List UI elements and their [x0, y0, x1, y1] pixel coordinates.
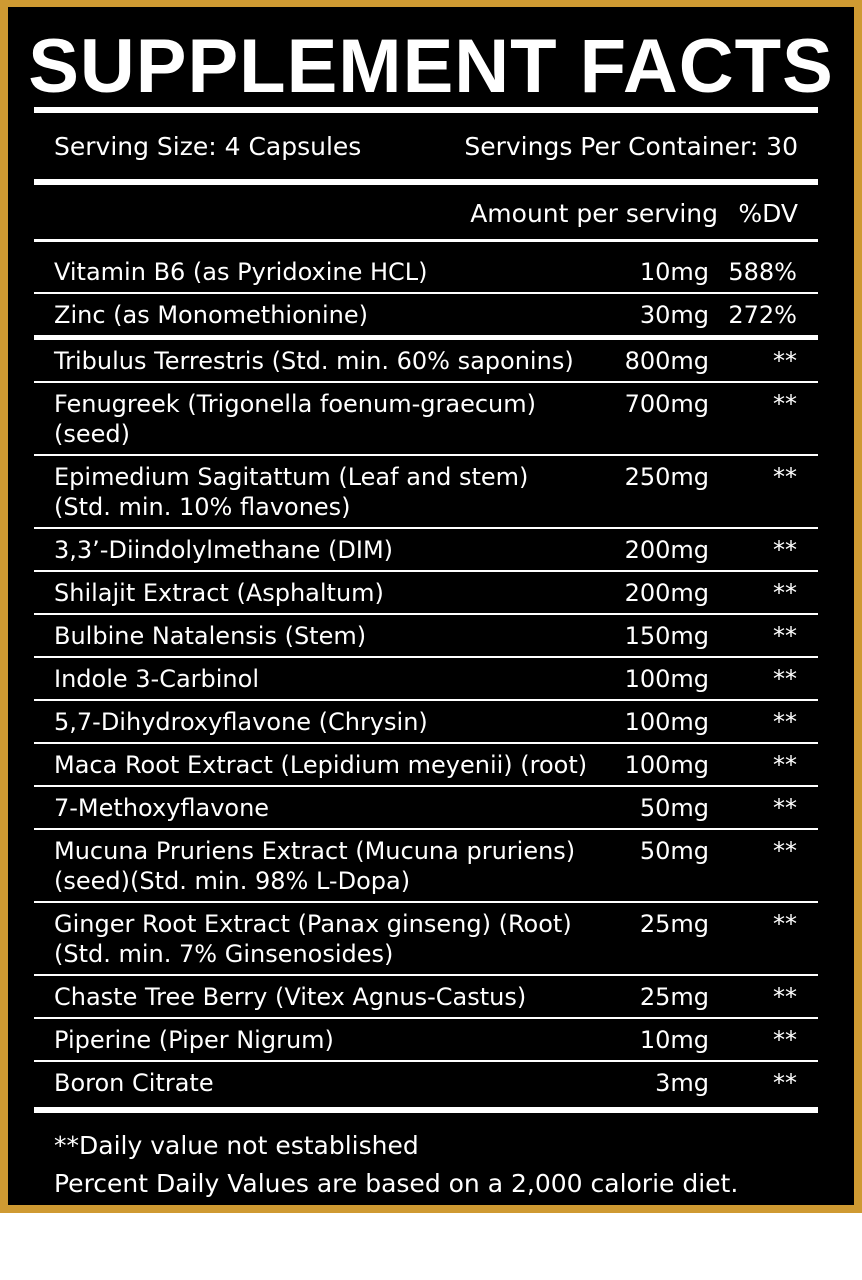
ingredient-dv: ** [773, 536, 797, 564]
ingredient-name: Vitamin B6 (as Pyridoxine HCL) [54, 258, 428, 286]
ingredient-name: Indole 3-Carbinol [54, 665, 259, 693]
ingredient-name: Shilajit Extract (Asphaltum) [54, 579, 384, 607]
footnote-dv: **Daily value not established [54, 1131, 419, 1160]
ingredient-amount: 50mg [639, 837, 709, 865]
ingredient-name: Epimedium Sagitattum (Leaf and stem) (St… [54, 463, 529, 521]
footnotes: **Daily value not established Percent Da… [54, 1127, 738, 1203]
ingredient-row: 5,7-Dihydroxyflavone (Chrysin) 100mg ** [34, 701, 818, 744]
ingredient-dv: 272% [728, 301, 797, 329]
ingredient-name: 5,7-Dihydroxyflavone (Chrysin) [54, 708, 428, 736]
ingredient-amount: 800mg [624, 347, 709, 375]
ingredient-amount: 25mg [639, 983, 709, 1011]
divider [34, 179, 818, 185]
ingredient-row: 7-Methoxyflavone 50mg ** [34, 787, 818, 830]
ingredient-amount: 25mg [639, 910, 709, 938]
ingredient-row: Maca Root Extract (Lepidium meyenii) (ro… [34, 744, 818, 787]
label-title: SUPPLEMENT FACTS [28, 24, 834, 109]
ingredient-name: Bulbine Natalensis (Stem) [54, 622, 367, 650]
ingredient-row: Ginger Root Extract (Panax ginseng) (Roo… [34, 903, 818, 976]
ingredient-dv: 588% [728, 258, 797, 286]
ingredient-amount: 250mg [624, 463, 709, 491]
ingredient-dv: ** [773, 622, 797, 650]
ingredient-amount: 100mg [624, 751, 709, 779]
ingredient-dv: ** [773, 910, 797, 938]
ingredient-amount: 10mg [639, 258, 709, 286]
ingredient-name: Fenugreek (Trigonella foenum-graecum) (s… [54, 390, 536, 448]
divider [34, 239, 818, 242]
ingredient-amount: 100mg [624, 665, 709, 693]
ingredient-row: Tribulus Terrestris (Std. min. 60% sapon… [34, 340, 818, 383]
ingredient-name: 7-Methoxyflavone [54, 794, 270, 822]
ingredient-dv: ** [773, 837, 797, 865]
ingredient-row: Shilajit Extract (Asphaltum) 200mg ** [34, 572, 818, 615]
label-panel: SUPPLEMENT FACTS Serving Size: 4 Capsule… [8, 7, 854, 1205]
ingredient-name: Tribulus Terrestris (Std. min. 60% sapon… [54, 347, 574, 375]
ingredient-dv: ** [773, 665, 797, 693]
ingredient-dv: ** [773, 390, 797, 418]
dv-header: %DV [738, 199, 798, 228]
ingredient-row: Piperine (Piper Nigrum) 10mg ** [34, 1019, 818, 1062]
ingredient-row: Indole 3-Carbinol 100mg ** [34, 658, 818, 701]
ingredient-amount: 100mg [624, 708, 709, 736]
serving-size: Serving Size: 4 Capsules [54, 132, 362, 161]
supplement-facts-label: SUPPLEMENT FACTS Serving Size: 4 Capsule… [0, 0, 862, 1213]
ingredient-amount: 10mg [639, 1026, 709, 1054]
ingredient-name: Zinc (as Monomethionine) [54, 301, 368, 329]
ingredient-name: Chaste Tree Berry (Vitex Agnus-Castus) [54, 983, 527, 1011]
ingredient-name: Piperine (Piper Nigrum) [54, 1026, 334, 1054]
divider [34, 1107, 818, 1113]
ingredient-amount: 50mg [639, 794, 709, 822]
ingredient-dv: ** [773, 708, 797, 736]
ingredient-name: 3,3’-Diindolylmethane (DIM) [54, 536, 394, 564]
ingredient-name: Boron Citrate [54, 1069, 214, 1097]
ingredient-row: Vitamin B6 (as Pyridoxine HCL) 10mg 588% [34, 251, 818, 294]
servings-per-container: Servings Per Container: 30 [464, 132, 798, 161]
ingredient-amount: 200mg [624, 536, 709, 564]
ingredient-row: Mucuna Pruriens Extract (Mucuna pruriens… [34, 830, 818, 903]
ingredient-row: Fenugreek (Trigonella foenum-graecum) (s… [34, 383, 818, 456]
ingredient-dv: ** [773, 1069, 797, 1097]
ingredient-dv: ** [773, 463, 797, 491]
ingredient-row: Boron Citrate 3mg ** [34, 1062, 818, 1103]
ingredient-amount: 700mg [624, 390, 709, 418]
serving-info: Serving Size: 4 Capsules Servings Per Co… [54, 132, 798, 161]
footnote-calorie: Percent Daily Values are based on a 2,00… [54, 1169, 739, 1198]
column-header: Amount per serving %DV [54, 199, 798, 228]
ingredient-amount: 30mg [639, 301, 709, 329]
ingredient-name: Ginger Root Extract (Panax ginseng) (Roo… [54, 910, 572, 968]
ingredient-dv: ** [773, 1026, 797, 1054]
ingredient-dv: ** [773, 983, 797, 1011]
ingredient-dv: ** [773, 579, 797, 607]
amount-header: Amount per serving [470, 199, 718, 228]
divider [34, 107, 818, 113]
ingredient-name: Maca Root Extract (Lepidium meyenii) (ro… [54, 751, 588, 779]
ingredient-dv: ** [773, 751, 797, 779]
ingredient-row: Epimedium Sagitattum (Leaf and stem) (St… [34, 456, 818, 529]
ingredient-dv: ** [773, 794, 797, 822]
ingredient-row: Chaste Tree Berry (Vitex Agnus-Castus) 25… [34, 976, 818, 1019]
ingredient-amount: 150mg [624, 622, 709, 650]
ingredient-name: Mucuna Pruriens Extract (Mucuna pruriens… [54, 837, 576, 895]
ingredient-row: 3,3’-Diindolylmethane (DIM) 200mg ** [34, 529, 818, 572]
ingredient-row: Zinc (as Monomethionine) 30mg 272% [34, 294, 818, 340]
ingredient-row: Bulbine Natalensis (Stem) 150mg ** [34, 615, 818, 658]
ingredient-dv: ** [773, 347, 797, 375]
ingredient-table: Vitamin B6 (as Pyridoxine HCL) 10mg 588% Zi… [34, 251, 818, 1103]
ingredient-amount: 200mg [624, 579, 709, 607]
ingredient-amount: 3mg [655, 1069, 709, 1097]
